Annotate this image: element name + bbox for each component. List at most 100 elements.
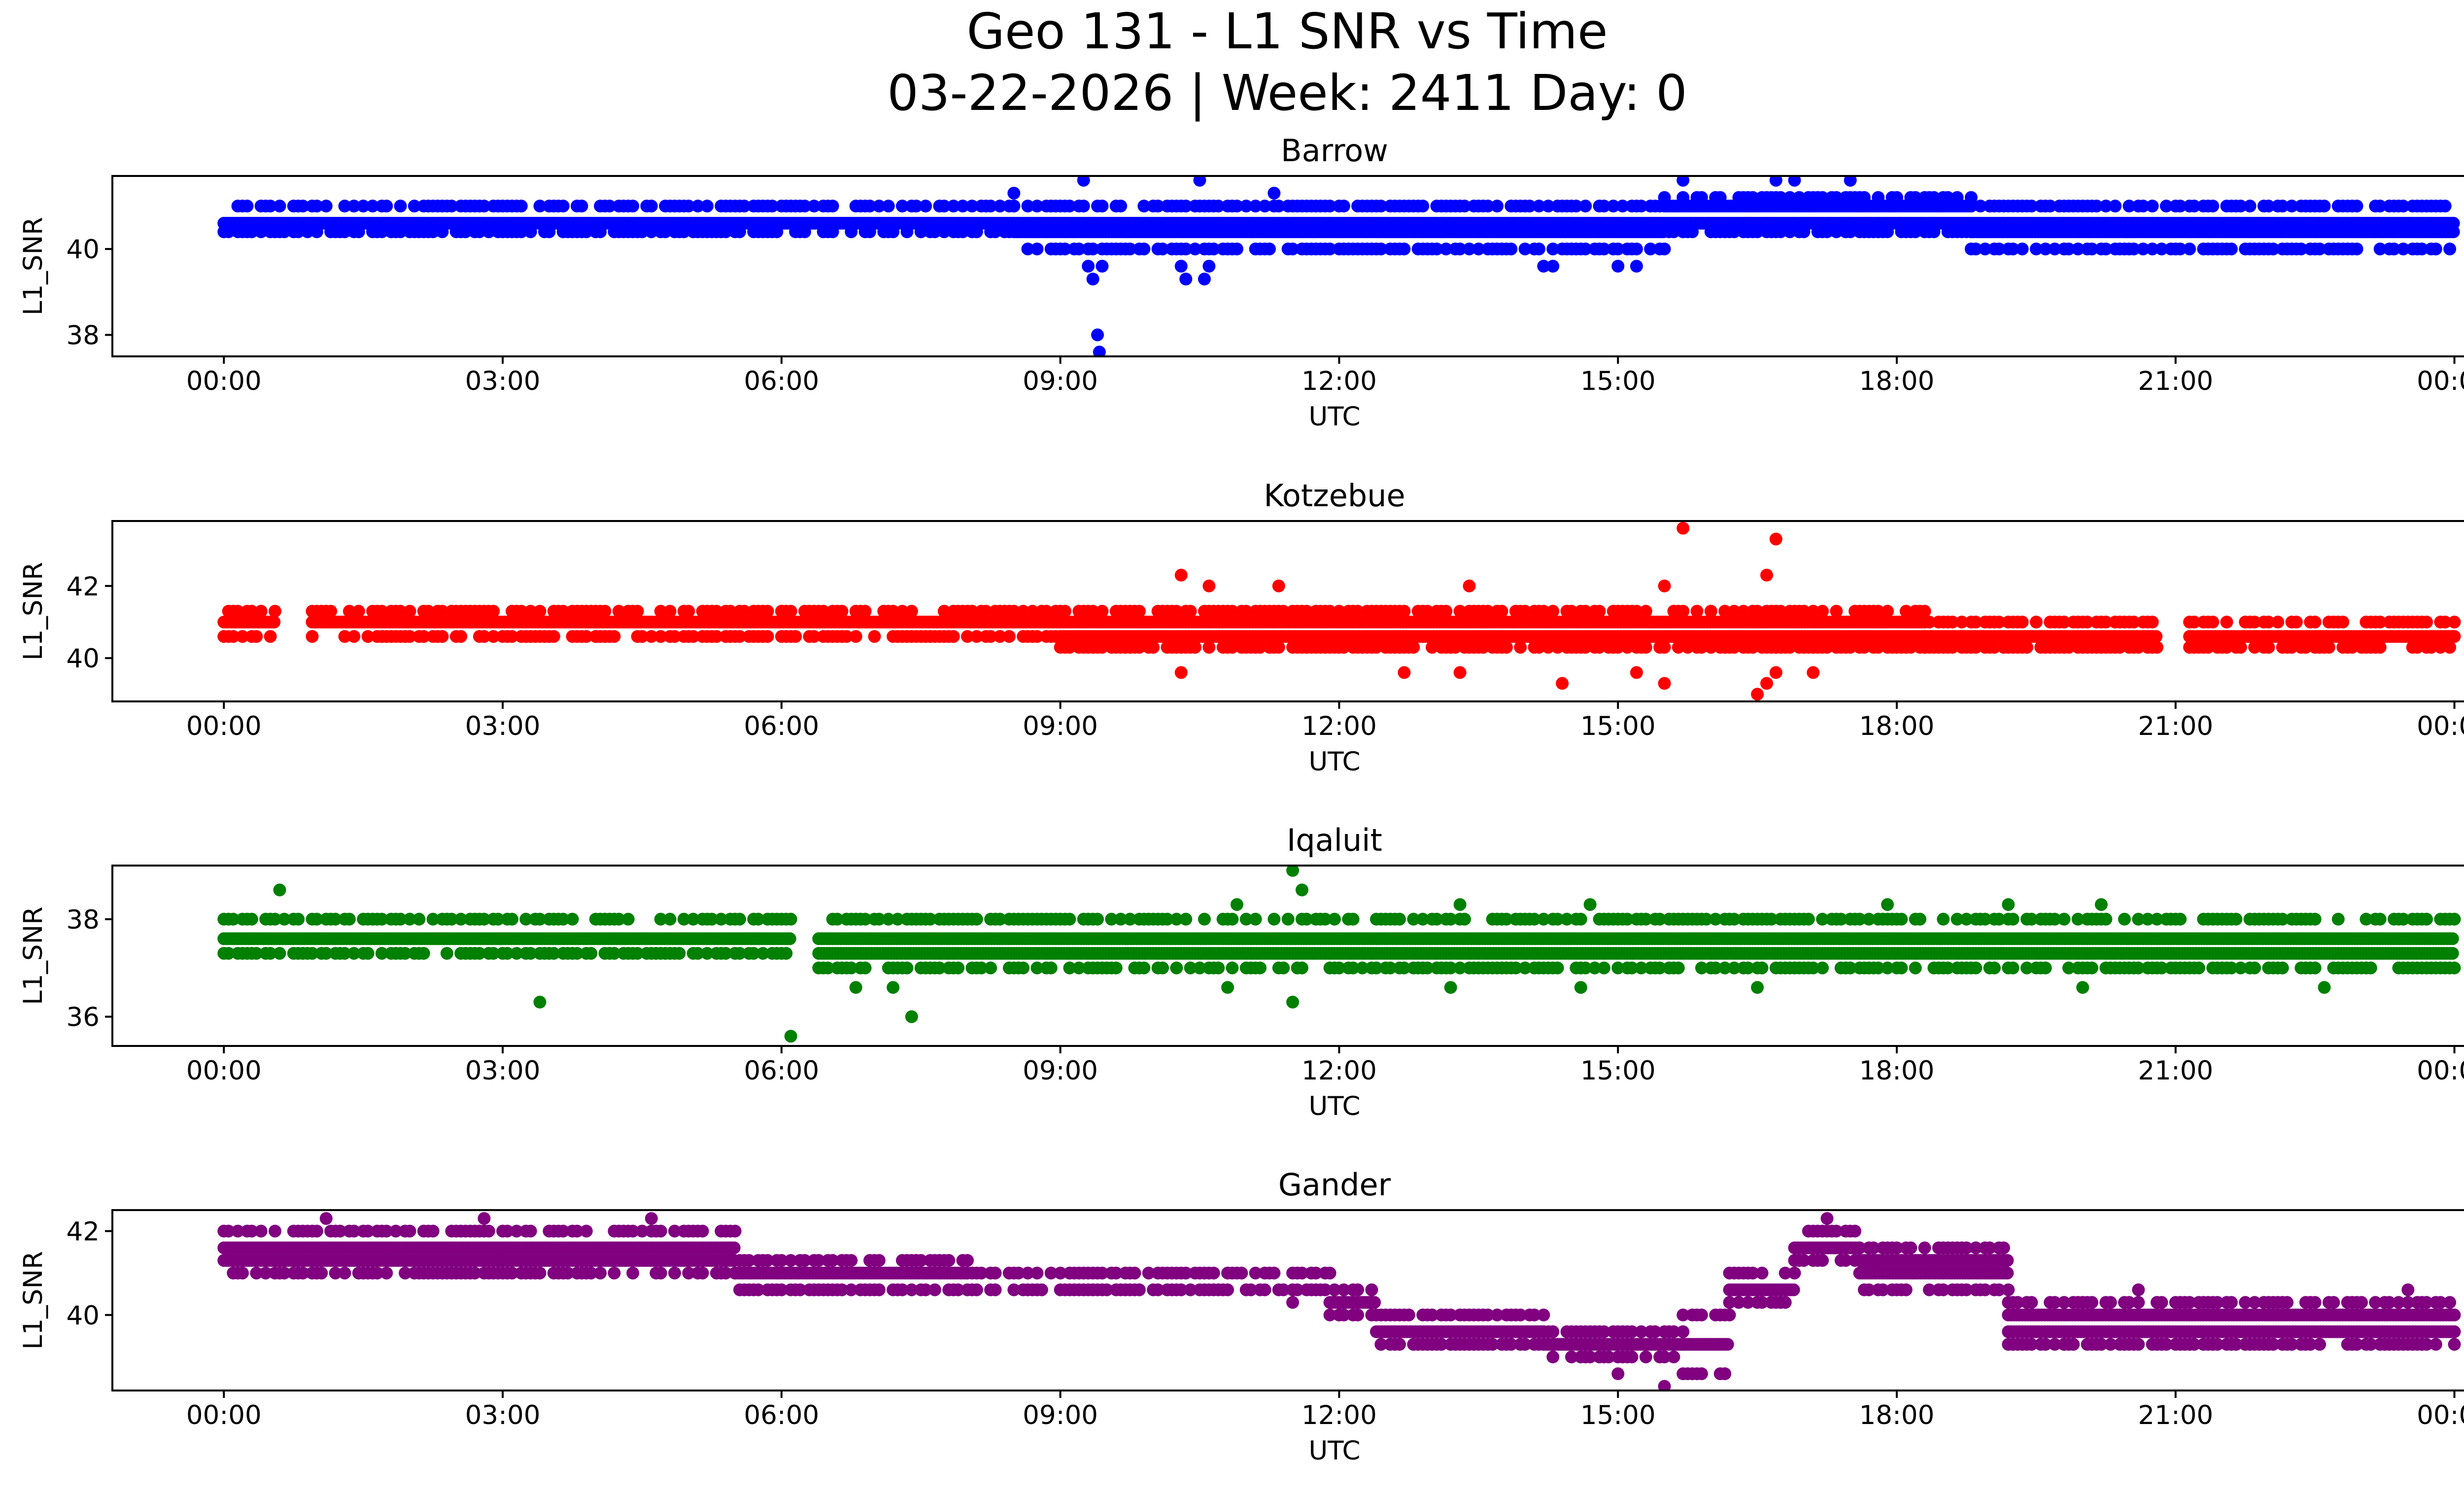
data-point xyxy=(2155,961,2168,974)
data-point xyxy=(724,605,737,618)
x-tick-label: 12:00 xyxy=(1301,366,1377,396)
data-point xyxy=(1086,273,1099,286)
data-point xyxy=(1095,641,1109,654)
data-point xyxy=(1514,641,1527,654)
data-point xyxy=(612,912,625,926)
data-point xyxy=(1872,605,1885,618)
data-point xyxy=(682,605,695,618)
data-point xyxy=(882,200,895,212)
data-point xyxy=(1551,961,1564,974)
data-point xyxy=(1546,605,1560,618)
x-tick-label: 21:00 xyxy=(2138,711,2213,741)
data-point xyxy=(1007,605,1021,618)
data-point xyxy=(1174,568,1188,582)
data-point xyxy=(1681,641,1694,654)
data-point xyxy=(1421,605,1434,618)
data-point xyxy=(1607,200,1620,212)
chart-title: Geo 131 - L1 SNR vs Time xyxy=(967,2,1608,60)
data-point xyxy=(752,912,765,926)
data-point xyxy=(840,630,853,643)
data-point xyxy=(1658,191,1671,204)
data-point xyxy=(1170,961,1183,974)
data-point xyxy=(1430,243,1443,256)
data-point xyxy=(1439,605,1453,618)
data-point xyxy=(1193,961,1206,974)
data-point xyxy=(1095,260,1109,273)
data-point xyxy=(979,605,992,618)
data-point xyxy=(719,947,732,960)
data-point xyxy=(1909,191,1922,204)
data-point xyxy=(1063,641,1076,654)
data-point xyxy=(1124,243,1137,256)
data-point xyxy=(1537,605,1550,618)
data-point xyxy=(1695,641,1708,654)
data-point xyxy=(1858,641,1871,654)
data-point xyxy=(887,605,900,618)
data-point xyxy=(2150,630,2163,643)
data-point xyxy=(2285,200,2298,212)
data-point xyxy=(1672,641,1685,654)
data-point xyxy=(612,605,625,618)
data-point xyxy=(686,912,700,926)
data-point xyxy=(1040,605,1053,618)
data-point xyxy=(1170,605,1183,618)
data-point xyxy=(2016,243,2029,256)
data-point xyxy=(1579,200,1592,212)
data-point xyxy=(310,200,323,212)
data-point xyxy=(807,200,821,212)
series-kotzebue xyxy=(217,522,2461,701)
data-point xyxy=(1453,605,1467,618)
data-point xyxy=(2373,616,2387,628)
data-point xyxy=(1398,961,1411,974)
data-point xyxy=(366,200,379,212)
data-point xyxy=(975,961,988,974)
data-point xyxy=(1844,176,1857,187)
data-point xyxy=(1964,200,1978,212)
data-point xyxy=(733,630,746,643)
data-point xyxy=(1923,616,1936,628)
data-point xyxy=(1072,243,1086,256)
data-point xyxy=(491,912,505,926)
data-point xyxy=(347,630,361,643)
x-tick-label: 15:00 xyxy=(1580,711,1656,741)
data-point xyxy=(556,912,570,926)
data-point xyxy=(514,200,528,212)
x-tick-label: 06:00 xyxy=(744,711,819,741)
data-point xyxy=(2192,961,2205,974)
data-point xyxy=(1718,605,1732,618)
data-point xyxy=(1421,961,1434,974)
data-point xyxy=(436,605,449,618)
data-point xyxy=(2127,616,2140,628)
data-point xyxy=(2234,641,2247,654)
data-point xyxy=(1677,176,1690,187)
data-point xyxy=(905,605,918,618)
data-point xyxy=(2266,243,2280,256)
data-point xyxy=(1630,243,1643,256)
data-point xyxy=(1551,641,1564,654)
data-point xyxy=(863,200,876,212)
data-point xyxy=(329,912,342,926)
data-point xyxy=(1398,605,1411,618)
data-point xyxy=(2262,616,2275,628)
data-point xyxy=(2174,243,2187,256)
y-axis-label: L1_SNR xyxy=(18,562,48,661)
data-point xyxy=(1384,961,1397,974)
data-point xyxy=(417,630,430,643)
data-point xyxy=(1746,191,1759,204)
data-point xyxy=(1374,243,1388,256)
data-point xyxy=(1541,641,1555,654)
data-point xyxy=(2248,961,2261,974)
data-point xyxy=(2146,243,2159,256)
data-point xyxy=(1030,243,1044,256)
data-point xyxy=(1021,200,1034,212)
data-point xyxy=(1002,630,1016,643)
data-point xyxy=(2290,616,2303,628)
data-point xyxy=(2062,243,2075,256)
data-point xyxy=(1774,191,1787,204)
data-point xyxy=(1988,961,2001,974)
data-point xyxy=(2206,616,2220,628)
data-point xyxy=(1895,961,1908,974)
data-point xyxy=(2448,616,2461,628)
data-point xyxy=(2373,200,2387,212)
data-point xyxy=(1300,605,1313,618)
